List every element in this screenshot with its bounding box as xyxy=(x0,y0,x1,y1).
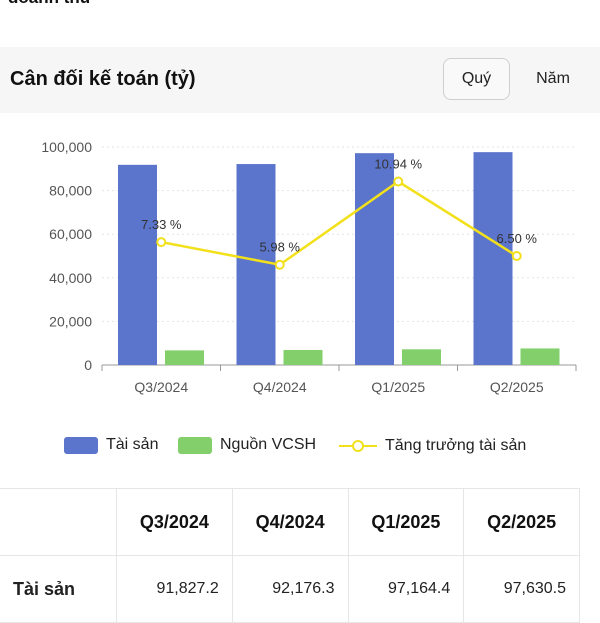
growth-data-label: 6.50 % xyxy=(497,231,538,246)
section-title: Cân đối kế toán (tỷ) xyxy=(10,68,196,90)
growth-data-label: 5.98 % xyxy=(260,240,301,255)
table-cell: 97,164.4 xyxy=(347,555,465,623)
quarter-button[interactable]: Quý xyxy=(443,58,510,100)
x-tick-label: Q3/2024 xyxy=(134,379,188,395)
x-tick-label: Q2/2025 xyxy=(490,379,544,395)
legend-growth-label: Tăng trưởng tài sản xyxy=(385,437,527,454)
y-tick-label: 20,000 xyxy=(49,313,92,329)
assets-bar xyxy=(118,164,157,365)
balance-chart: 0 20,000 40,000 60,000 80,000 100,000 Q3/2024 Q… xyxy=(41,139,577,395)
growth-point xyxy=(511,251,522,261)
y-tick-label: 80,000 xyxy=(49,183,92,199)
table-header-row: Q3/2024 Q4/2024 Q1/2025 Q2/2025 xyxy=(0,488,580,556)
table-cell: 91,827.2 xyxy=(116,555,233,623)
chart-legend: Tài sản Nguồn VCSH Tăng trưởng tài sản xyxy=(0,436,600,464)
y-tick-label: 0 xyxy=(84,357,92,373)
assets-bar xyxy=(355,153,394,365)
y-tick-label: 100,000 xyxy=(41,139,92,155)
growth-point xyxy=(393,176,404,187)
growth-line-icon xyxy=(339,436,377,456)
table-cell: 92,176.3 xyxy=(231,555,349,623)
legend-growth[interactable]: Tăng trưởng tài sản xyxy=(339,436,526,456)
table-cell: 97,630.5 xyxy=(463,555,580,623)
growth-data-label: 7.33 % xyxy=(141,217,182,232)
assets-swatch-icon xyxy=(64,436,98,454)
growth-line xyxy=(161,180,518,267)
table-header-cell: Q1/2025 xyxy=(347,488,465,556)
equity-bar xyxy=(520,348,560,365)
balance-table: Q3/2024 Q4/2024 Q1/2025 Q2/2025 Tài sản … xyxy=(0,488,580,623)
y-tick-label: 60,000 xyxy=(49,226,92,242)
legend-equity[interactable]: Nguồn VCSH xyxy=(178,436,316,454)
assets-bar xyxy=(473,152,513,365)
equity-bar xyxy=(283,349,323,365)
equity-bar xyxy=(402,349,441,365)
year-button[interactable]: Năm xyxy=(536,70,570,87)
x-tick-label: Q1/2025 xyxy=(371,379,425,395)
equity-bar xyxy=(165,350,204,365)
row-label: Tài sản xyxy=(0,555,117,623)
growth-point xyxy=(156,237,167,248)
table-header-cell: Q3/2024 xyxy=(116,488,233,556)
legend-assets-label: Tài sản xyxy=(106,436,159,453)
growth-point xyxy=(274,259,285,270)
legend-assets[interactable]: Tài sản xyxy=(64,436,158,454)
table-row: Tài sản 91,827.2 92,176.3 97,164.4 97,63… xyxy=(0,555,580,623)
table-header-cell xyxy=(0,488,117,556)
assets-bar xyxy=(236,164,276,365)
table-header-cell: Q4/2024 xyxy=(231,488,349,556)
legend-equity-label: Nguồn VCSH xyxy=(220,436,317,453)
x-tick-label: Q4/2024 xyxy=(253,379,307,395)
y-tick-label: 40,000 xyxy=(49,270,92,286)
equity-swatch-icon xyxy=(178,436,212,454)
table-header-cell: Q2/2025 xyxy=(463,488,580,556)
previous-section-title: doanh thu xyxy=(8,0,90,8)
growth-data-label: 10.94 % xyxy=(374,157,422,172)
